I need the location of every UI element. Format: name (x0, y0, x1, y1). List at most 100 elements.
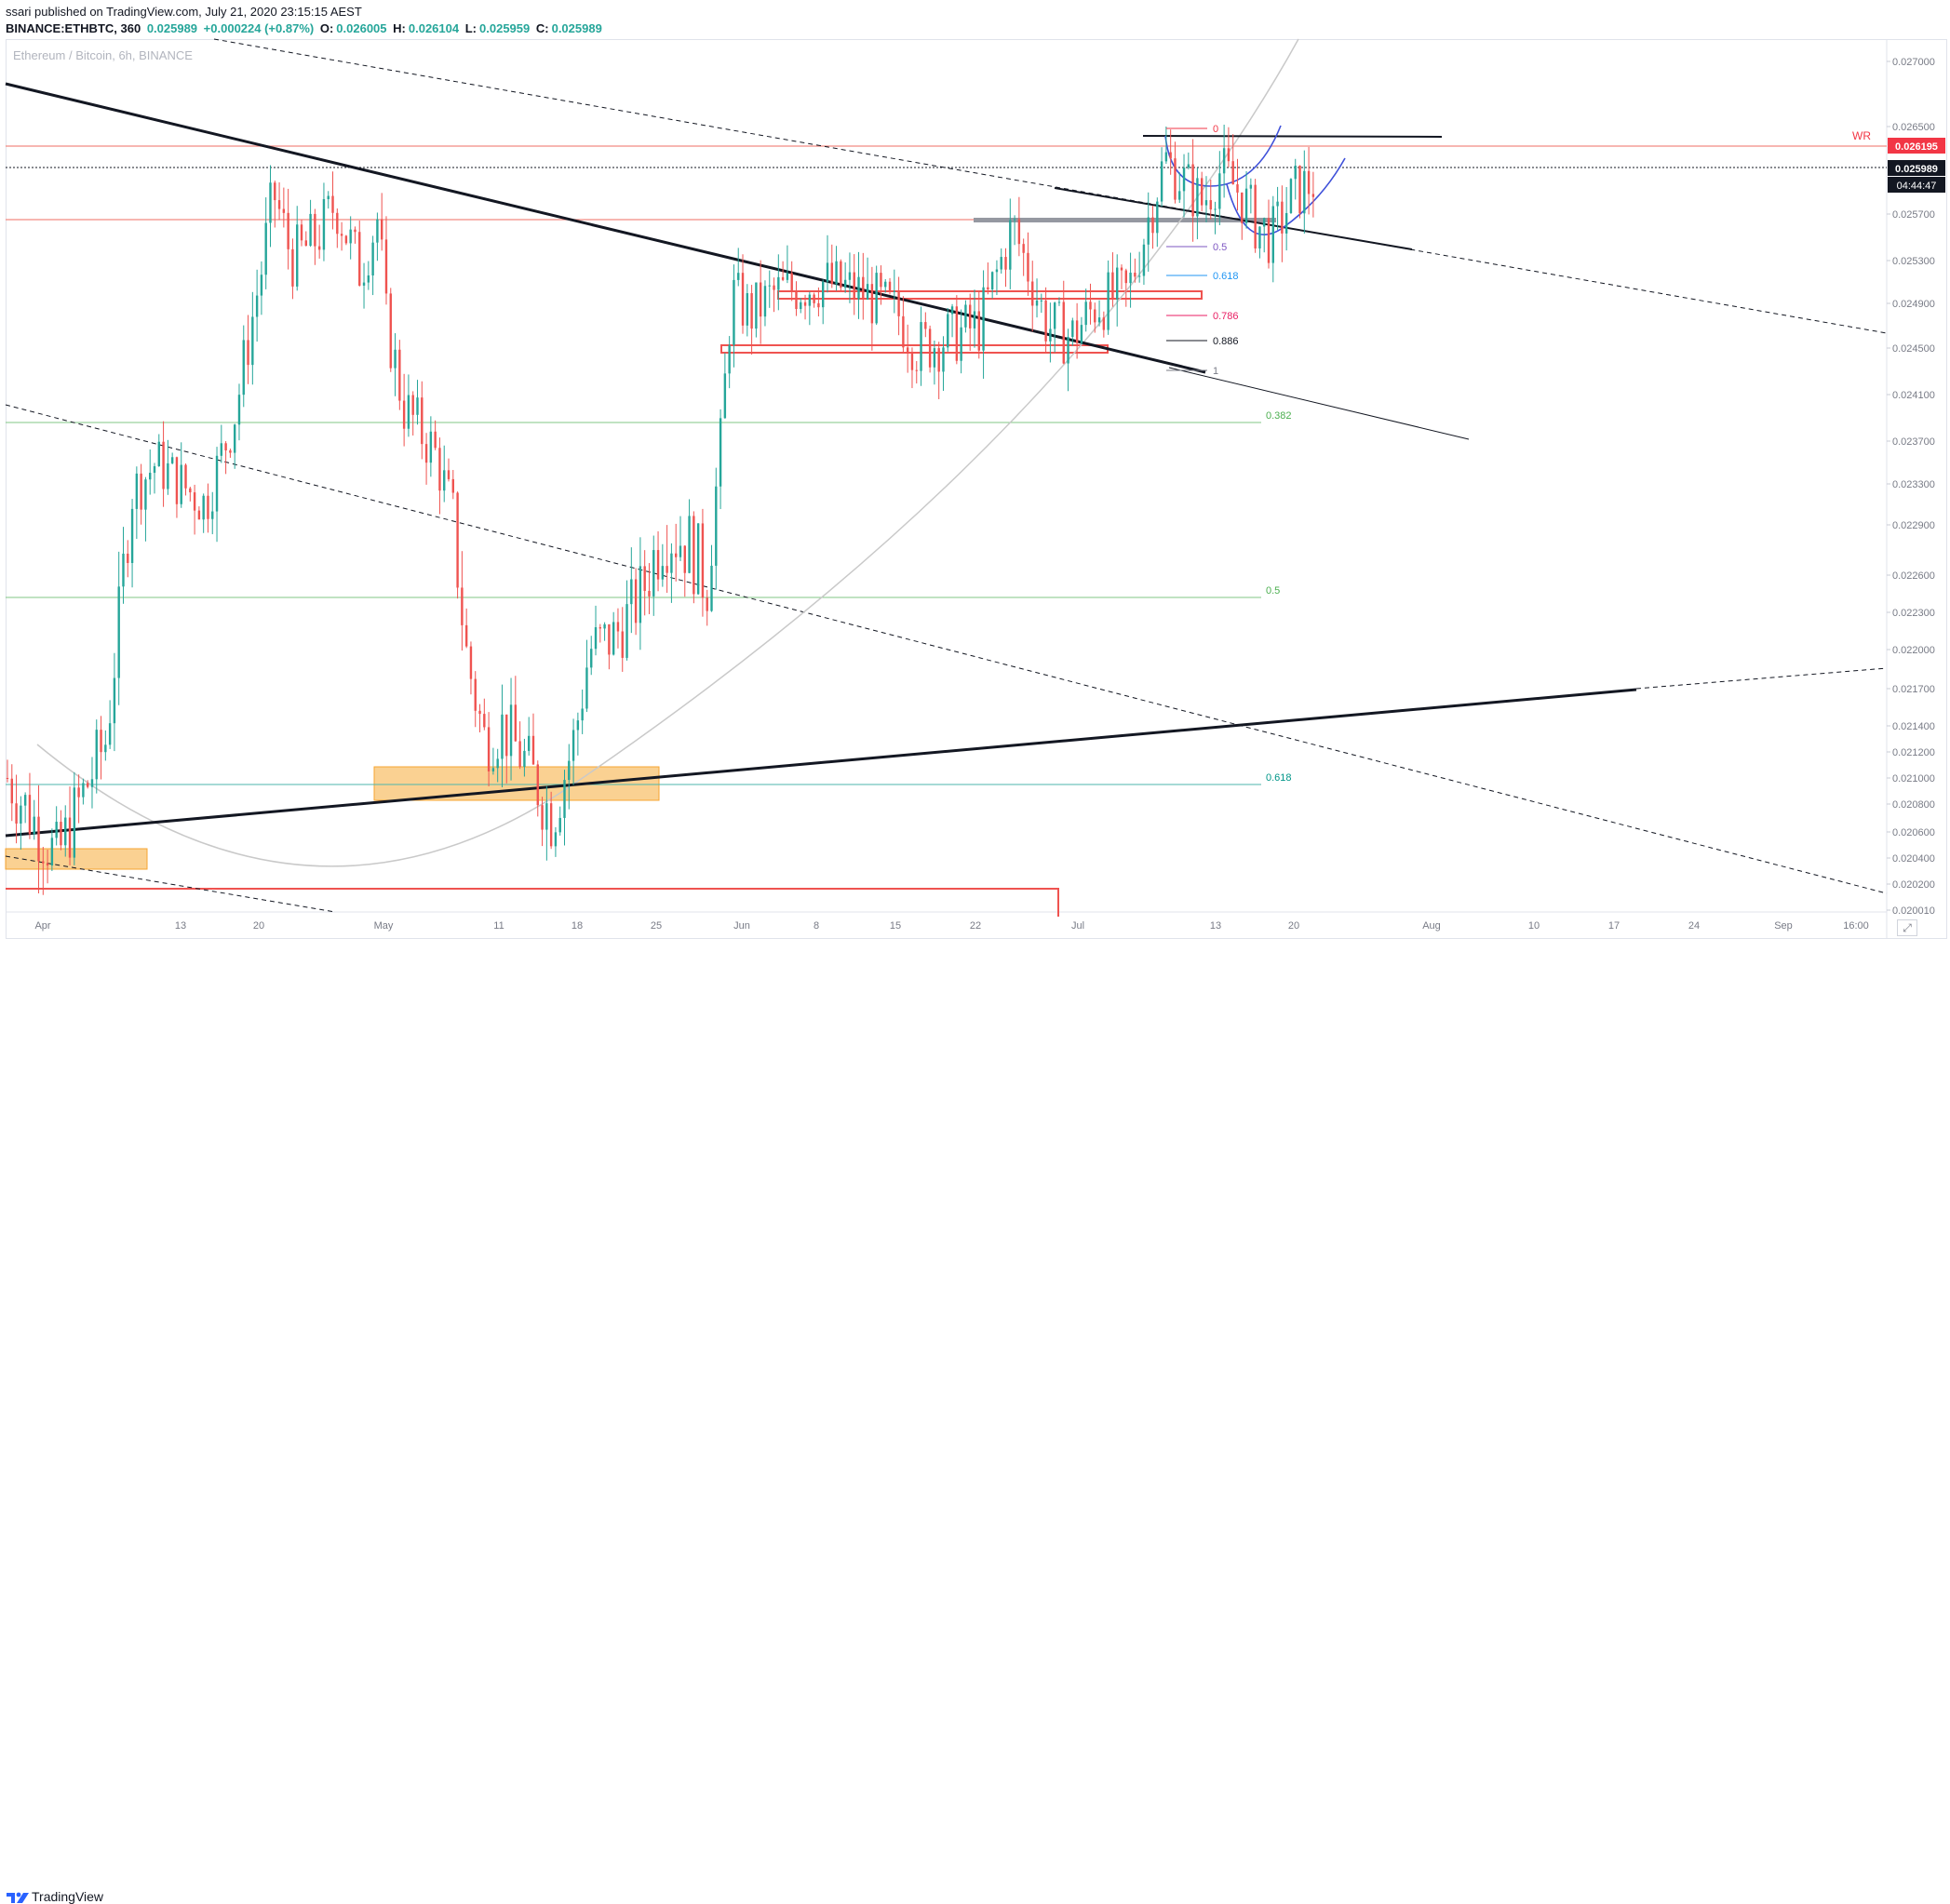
candle-body (630, 579, 633, 605)
candle-body (777, 276, 780, 290)
candle-body (184, 464, 187, 489)
candle-body (1200, 178, 1204, 206)
candle-body (835, 261, 838, 285)
price-chart[interactable]: 0.027000 0.026500 0.025700 0.025300 0.024900… (0, 0, 1950, 973)
candle (20, 796, 22, 850)
candle (376, 212, 379, 261)
candle-body (857, 276, 860, 300)
supply-box (720, 344, 1109, 354)
candle (987, 262, 989, 295)
candle (411, 391, 414, 436)
candle-body (763, 286, 767, 317)
candle-body (1129, 273, 1132, 284)
candle (786, 245, 789, 284)
candle (269, 165, 272, 248)
candle-body (104, 744, 107, 753)
candle (1191, 139, 1194, 242)
candle (737, 248, 740, 287)
candle (612, 611, 615, 656)
candle-body (211, 511, 214, 519)
candle (55, 806, 58, 846)
candle (1129, 252, 1132, 308)
y-tick-label: 0.024900 (1892, 299, 1935, 310)
candle (563, 770, 566, 846)
candle-body (648, 590, 651, 597)
candle-body (786, 273, 789, 280)
candle-body (175, 457, 179, 504)
demand-zone (5, 848, 148, 870)
chart-frame[interactable] (6, 39, 1947, 939)
candle (639, 537, 642, 650)
trendline (1142, 135, 1443, 138)
candle (910, 347, 914, 389)
candle-body (741, 273, 745, 326)
candle (527, 717, 531, 756)
candle (398, 340, 401, 410)
candle (554, 826, 558, 857)
candle-body (866, 284, 869, 300)
candle (496, 748, 499, 783)
candle (1040, 293, 1043, 314)
candle-body (1000, 257, 1002, 270)
y-tick-label: 0.020400 (1892, 853, 1935, 865)
candle (843, 261, 847, 293)
fib-level-label: 0.786 (1213, 311, 1239, 322)
candle (928, 325, 932, 373)
fib-level-label: 0.382 (1266, 410, 1292, 422)
candle-body (438, 448, 441, 491)
candle (287, 188, 289, 270)
candle-body (719, 418, 722, 487)
candle-body (950, 306, 954, 315)
arc-curve (36, 38, 1299, 867)
trendline (5, 688, 1637, 838)
candle (317, 224, 321, 259)
price-change: +0.000224 (+0.87%) (203, 21, 315, 35)
candle-body (1075, 320, 1079, 343)
candle (1196, 168, 1199, 240)
candle (603, 622, 606, 641)
y-tick-label: 0.022300 (1892, 608, 1935, 619)
candle-body (675, 553, 678, 557)
candle-body (1303, 170, 1306, 214)
candle-body (1160, 161, 1163, 202)
price-tag-value: 0.025989 (1895, 164, 1938, 175)
candle (264, 197, 267, 289)
candle-body (1311, 194, 1315, 197)
candle-body (1267, 218, 1271, 263)
candle-body (237, 395, 241, 425)
candle-body (95, 730, 98, 780)
candle-body (331, 195, 334, 213)
expand-icon[interactable]: ⤢ (1897, 919, 1917, 936)
candle-body (358, 232, 361, 286)
candle-body (149, 473, 152, 480)
candle (300, 220, 303, 247)
candle-body (157, 441, 160, 467)
candle-body (77, 787, 80, 798)
candle-body (536, 764, 539, 806)
candle (763, 280, 767, 327)
candle (1200, 171, 1204, 212)
fib-level-label: 0.618 (1266, 772, 1292, 784)
candle (314, 208, 316, 265)
candle (558, 806, 561, 836)
fib-level-label: 0 (1213, 124, 1218, 135)
candle-body (568, 760, 571, 781)
candle (371, 235, 374, 296)
candle (1164, 126, 1168, 165)
candle (746, 284, 749, 337)
candle-body (130, 508, 134, 563)
candle (1307, 146, 1311, 215)
demand-zone (373, 766, 660, 801)
candle (233, 423, 236, 469)
candle (888, 277, 892, 295)
candle-body (10, 778, 13, 804)
x-tick-label: Jun (733, 920, 750, 932)
candle (741, 254, 745, 334)
candle-body (1307, 170, 1311, 194)
header: ssari published on TradingView.com, July… (0, 0, 1950, 39)
candle (1116, 254, 1119, 327)
candle (202, 493, 205, 533)
candle (108, 700, 112, 749)
candle (464, 608, 468, 649)
candle (197, 506, 201, 520)
